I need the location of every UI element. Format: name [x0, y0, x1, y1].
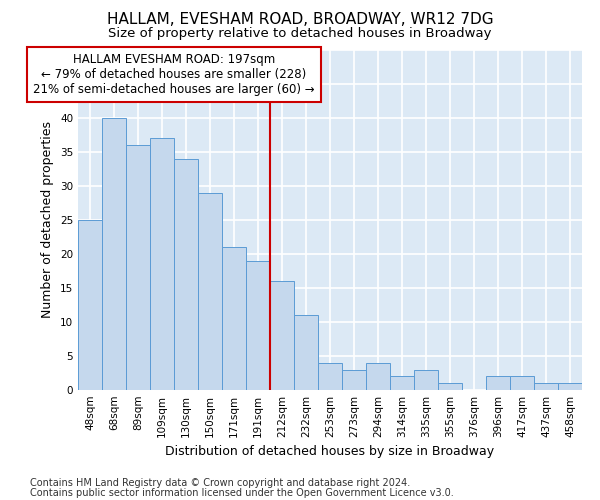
Text: HALLAM EVESHAM ROAD: 197sqm
← 79% of detached houses are smaller (228)
21% of se: HALLAM EVESHAM ROAD: 197sqm ← 79% of det… [33, 54, 315, 96]
Text: HALLAM, EVESHAM ROAD, BROADWAY, WR12 7DG: HALLAM, EVESHAM ROAD, BROADWAY, WR12 7DG [107, 12, 493, 28]
Text: Size of property relative to detached houses in Broadway: Size of property relative to detached ho… [108, 28, 492, 40]
Bar [102, 118, 126, 390]
Bar [150, 138, 174, 390]
Bar [174, 159, 198, 390]
Bar [78, 220, 102, 390]
Text: Contains public sector information licensed under the Open Government Licence v3: Contains public sector information licen… [30, 488, 454, 498]
Bar [510, 376, 534, 390]
Bar [486, 376, 510, 390]
Y-axis label: Number of detached properties: Number of detached properties [41, 122, 55, 318]
Bar [222, 247, 246, 390]
Bar [366, 363, 390, 390]
Bar [318, 363, 342, 390]
Bar [534, 383, 558, 390]
Bar [294, 315, 318, 390]
X-axis label: Distribution of detached houses by size in Broadway: Distribution of detached houses by size … [166, 446, 494, 458]
Bar [414, 370, 438, 390]
Bar [390, 376, 414, 390]
Bar [198, 193, 222, 390]
Bar [246, 261, 270, 390]
Text: Contains HM Land Registry data © Crown copyright and database right 2024.: Contains HM Land Registry data © Crown c… [30, 478, 410, 488]
Bar [342, 370, 366, 390]
Bar [438, 383, 462, 390]
Bar [126, 145, 150, 390]
Bar [270, 281, 294, 390]
Bar [558, 383, 582, 390]
